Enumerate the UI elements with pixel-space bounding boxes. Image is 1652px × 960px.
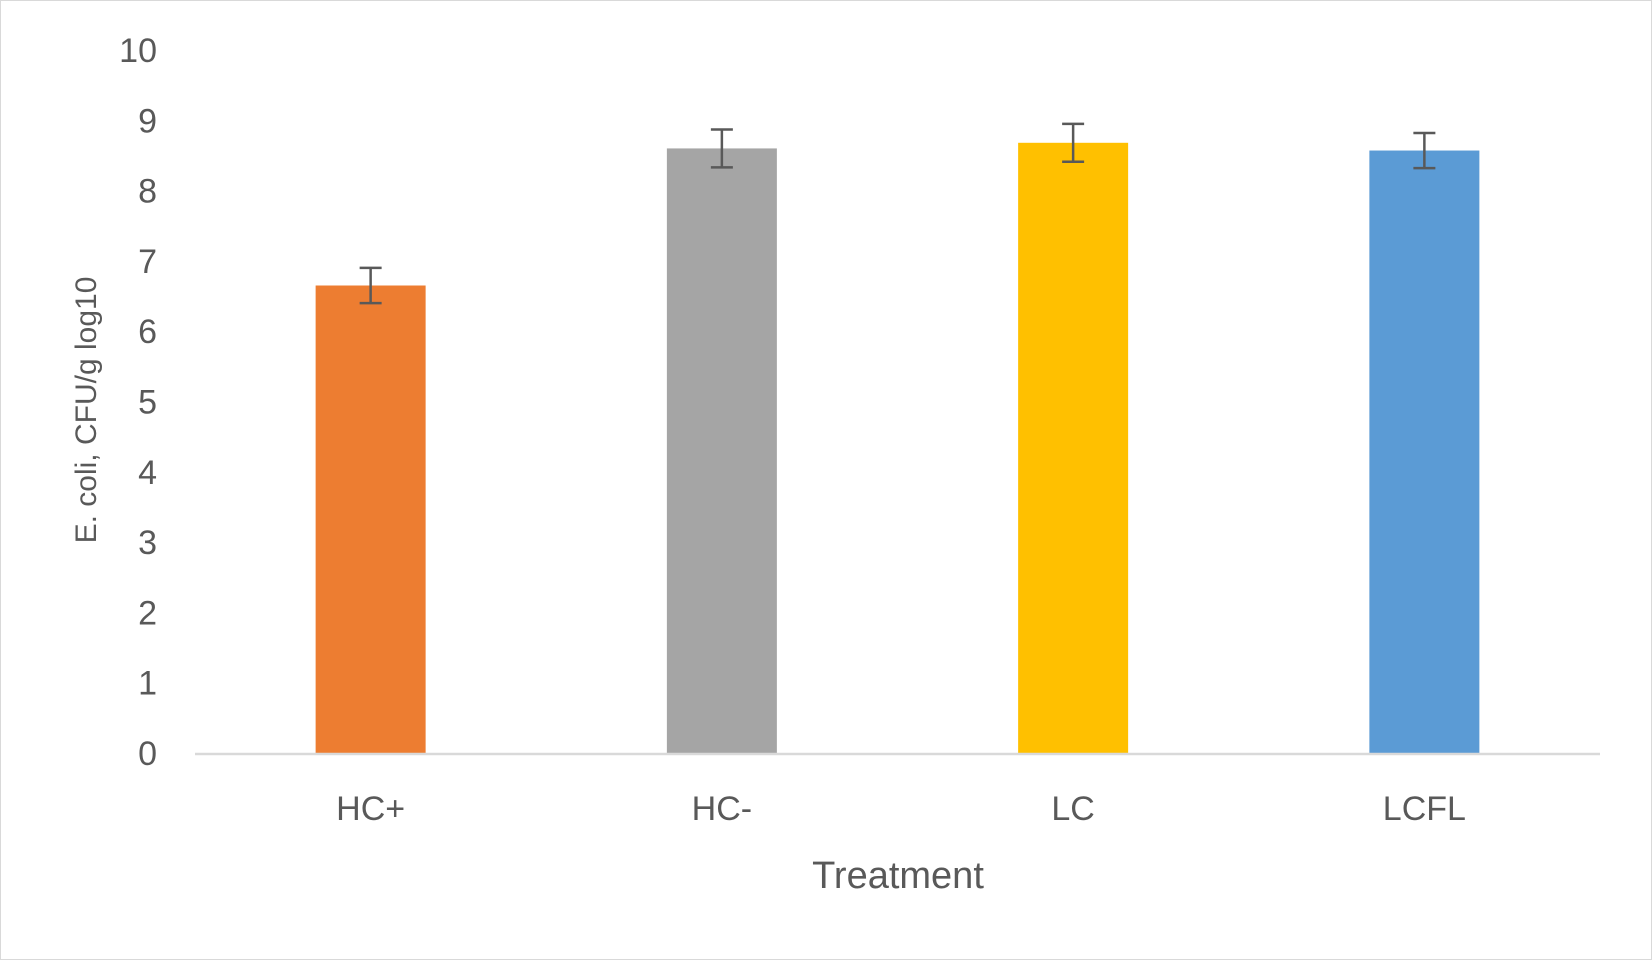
bar-hc [666,148,777,754]
y-tick-label: 1 [138,665,157,703]
error-bar [710,128,733,169]
bar-lc [1018,142,1129,753]
bars-group [315,142,1480,754]
bar-lcfl [1369,150,1480,754]
y-tick-label: 3 [138,524,157,562]
error-bar [1413,131,1436,170]
y-tick-label: 4 [138,454,157,492]
x-tick-label: HC- [692,790,752,828]
y-tick-label: 5 [138,384,157,422]
x-axis-title: Treatment [812,855,984,897]
y-axis-title: E. coli, CFU/g log10 [70,277,103,544]
y-tick-label: 0 [138,735,157,773]
error-bars-group [359,122,1436,305]
y-tick-label: 9 [138,102,157,140]
x-tick-label: LC [1051,790,1094,828]
error-bar [1062,122,1085,164]
bar-hc [315,285,426,753]
y-tick-label: 2 [138,594,157,632]
y-tick-label: 8 [138,173,157,211]
y-axis-ticks: 0 1 2 3 4 5 6 7 8 9 10 [119,32,157,773]
x-axis-ticks: HC+ HC- LC LCFL [336,790,1466,828]
x-tick-label: LCFL [1383,790,1466,828]
y-tick-label: 7 [138,243,157,281]
y-tick-label: 6 [138,313,157,351]
x-tick-label: HC+ [336,790,405,828]
y-tick-label: 10 [119,32,157,70]
error-bar [359,266,382,305]
